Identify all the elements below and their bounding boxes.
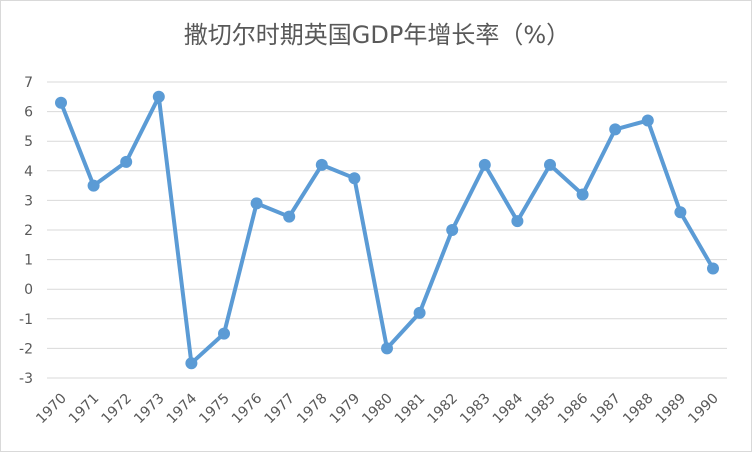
x-tick-label: 1979 bbox=[327, 391, 364, 428]
data-point bbox=[446, 224, 459, 236]
x-tick-label: 1984 bbox=[490, 390, 527, 427]
x-tick-label: 1972 bbox=[99, 391, 136, 428]
data-point bbox=[609, 123, 622, 136]
x-tick-label: 1974 bbox=[164, 390, 201, 427]
data-point bbox=[218, 327, 230, 340]
data-point bbox=[641, 114, 654, 127]
x-tick-label: 1973 bbox=[131, 391, 168, 428]
x-tick-label: 1978 bbox=[294, 391, 331, 428]
x-tick-label: 1982 bbox=[425, 391, 462, 428]
data-point bbox=[478, 158, 491, 171]
x-tick-label: 1971 bbox=[66, 391, 103, 428]
x-tick-label: 1986 bbox=[555, 390, 592, 427]
chart-title: 撒切尔时期英国GDP年增长率（%） bbox=[183, 21, 571, 49]
x-tick-label: 1970 bbox=[33, 391, 70, 428]
x-tick-label: 1985 bbox=[522, 391, 559, 428]
data-point bbox=[87, 179, 100, 192]
y-tick-label: 4 bbox=[24, 164, 33, 180]
data-point bbox=[348, 172, 361, 185]
data-point bbox=[120, 155, 133, 168]
y-tick-label: 1 bbox=[24, 253, 33, 269]
y-tick-label: 2 bbox=[24, 223, 33, 239]
data-point bbox=[576, 188, 589, 201]
x-tick-label: 1977 bbox=[262, 391, 299, 428]
x-tick-label: 1975 bbox=[196, 391, 233, 428]
x-tick-label: 1983 bbox=[457, 391, 494, 428]
series-layer bbox=[55, 90, 719, 370]
y-tick-label: 7 bbox=[24, 75, 33, 91]
data-point bbox=[381, 342, 393, 355]
x-tick-label: 1987 bbox=[588, 391, 625, 428]
data-point bbox=[674, 206, 687, 219]
data-point bbox=[511, 215, 524, 228]
x-tick-label: 1989 bbox=[653, 391, 690, 428]
y-tick-label: 6 bbox=[24, 105, 33, 121]
x-axis-ticks: 1970197119721973197419751976197719781979… bbox=[33, 390, 722, 427]
x-tick-label: 1976 bbox=[229, 390, 266, 427]
y-tick-label: 0 bbox=[24, 282, 33, 298]
data-point bbox=[707, 262, 719, 275]
data-point bbox=[283, 210, 296, 223]
x-tick-label: 1980 bbox=[359, 391, 396, 428]
x-tick-label: 1990 bbox=[685, 391, 722, 428]
y-tick-label: -1 bbox=[19, 312, 33, 328]
data-point bbox=[413, 306, 426, 319]
x-tick-label: 1981 bbox=[392, 391, 429, 428]
data-point bbox=[315, 158, 328, 171]
data-point bbox=[185, 357, 198, 370]
data-point bbox=[250, 197, 263, 210]
y-tick-label: 3 bbox=[24, 193, 33, 209]
x-tick-label: 1988 bbox=[620, 391, 657, 428]
y-tick-label: -2 bbox=[19, 341, 33, 357]
y-axis-ticks: 7 6 5 4 3 2 1 0 -1 -2 -3 bbox=[19, 75, 33, 387]
y-tick-label: -3 bbox=[19, 371, 33, 387]
data-point bbox=[152, 90, 165, 103]
data-point bbox=[55, 96, 67, 109]
y-tick-label: 5 bbox=[24, 134, 33, 150]
data-point bbox=[544, 158, 556, 171]
